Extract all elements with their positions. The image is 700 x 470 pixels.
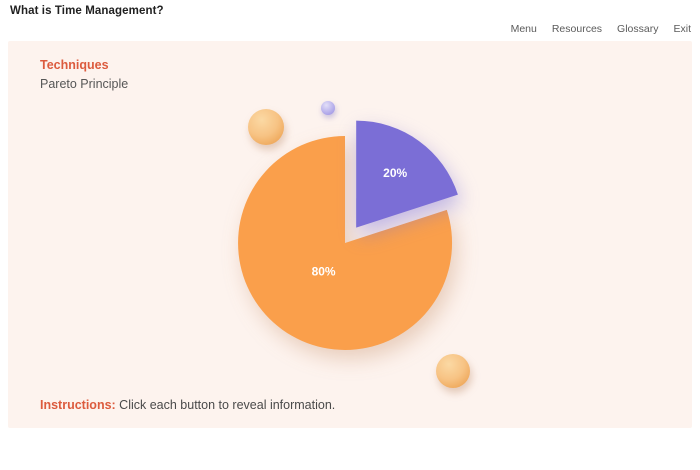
- nav-menu[interactable]: Menu: [510, 23, 537, 35]
- instructions-text: Instructions: Click each button to revea…: [40, 398, 335, 412]
- pie-slice-80[interactable]: [238, 136, 453, 350]
- instructions-label: Instructions:: [40, 398, 116, 412]
- decor-sphere-top-left: [248, 109, 284, 145]
- pie-slice-20[interactable]: [356, 120, 458, 228]
- player-control-bar: PREV NEXT: [0, 428, 700, 470]
- page-title: What is Time Management?: [10, 5, 164, 17]
- instructions-body: Click each button to reveal information.: [115, 398, 336, 412]
- pareto-pie-chart: 80%20%: [238, 101, 470, 388]
- section-title: Techniques: [40, 58, 109, 72]
- slide-area: 80% 20% Techniques Pareto Principle Instr…: [8, 41, 692, 428]
- decor-sphere-bottom-right: [436, 354, 470, 388]
- decor-sphere-small-purple: [321, 101, 335, 115]
- nav-glossary[interactable]: Glossary: [617, 23, 659, 35]
- nav-exit[interactable]: Exit: [673, 23, 691, 35]
- player-top-nav: Menu Resources Glossary Exit: [511, 23, 691, 35]
- nav-resources[interactable]: Resources: [551, 23, 603, 35]
- slide-subtitle: Pareto Principle: [40, 77, 129, 91]
